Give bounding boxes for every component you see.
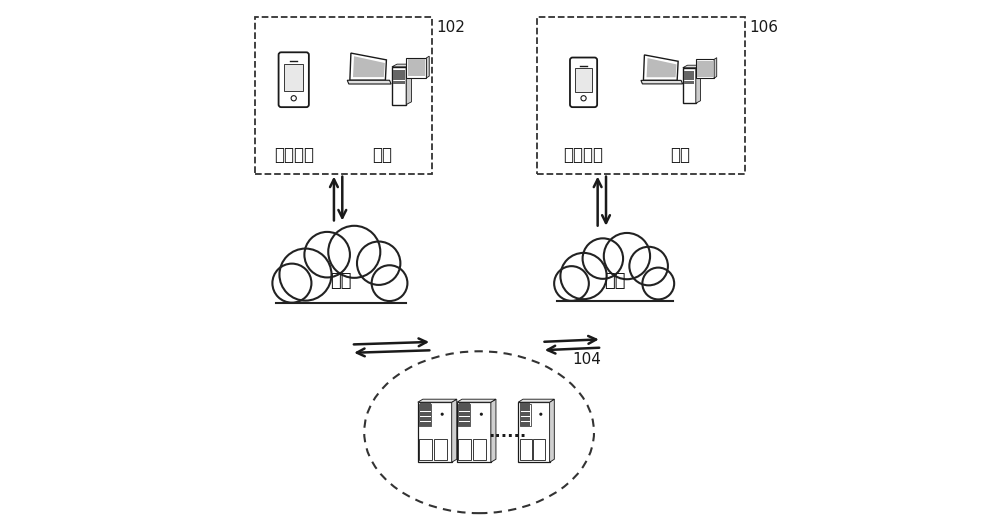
Bar xyxy=(406,58,426,78)
Bar xyxy=(276,280,406,306)
Text: 电脑: 电脑 xyxy=(372,146,392,164)
Bar xyxy=(284,64,303,91)
Circle shape xyxy=(539,413,542,416)
Ellipse shape xyxy=(364,351,594,513)
Polygon shape xyxy=(353,56,385,77)
Polygon shape xyxy=(518,399,554,402)
Polygon shape xyxy=(452,399,457,462)
Bar xyxy=(518,402,550,462)
Polygon shape xyxy=(643,55,678,80)
Text: 106: 106 xyxy=(750,19,779,35)
Bar xyxy=(434,438,447,460)
Text: ......: ...... xyxy=(489,423,527,441)
Polygon shape xyxy=(426,56,429,78)
Polygon shape xyxy=(350,53,386,80)
Bar xyxy=(697,61,713,77)
Polygon shape xyxy=(347,80,391,84)
Circle shape xyxy=(279,248,332,301)
Polygon shape xyxy=(550,399,554,462)
FancyBboxPatch shape xyxy=(279,52,309,107)
Text: 104: 104 xyxy=(572,352,601,367)
Polygon shape xyxy=(696,65,701,103)
Circle shape xyxy=(642,268,674,299)
Circle shape xyxy=(372,265,407,301)
Circle shape xyxy=(291,96,296,101)
Bar xyxy=(419,438,432,460)
Bar xyxy=(457,402,491,462)
Text: 网络: 网络 xyxy=(604,272,626,290)
Circle shape xyxy=(480,413,483,416)
Bar xyxy=(520,404,531,426)
Circle shape xyxy=(357,242,400,285)
Text: 移动终端: 移动终端 xyxy=(564,146,604,164)
Polygon shape xyxy=(683,65,701,68)
Bar xyxy=(557,281,673,303)
Bar xyxy=(696,59,714,78)
Circle shape xyxy=(554,266,589,301)
Bar xyxy=(533,438,545,460)
Bar xyxy=(458,404,470,426)
Polygon shape xyxy=(406,64,411,104)
Bar xyxy=(458,438,471,460)
Polygon shape xyxy=(418,399,457,402)
Bar xyxy=(520,438,532,460)
Polygon shape xyxy=(641,80,683,84)
Circle shape xyxy=(328,226,380,278)
FancyBboxPatch shape xyxy=(570,58,597,107)
Text: 移动终端: 移动终端 xyxy=(274,146,314,164)
Bar xyxy=(419,404,431,426)
Polygon shape xyxy=(392,64,411,67)
Bar xyxy=(473,438,486,460)
Circle shape xyxy=(441,413,444,416)
Circle shape xyxy=(604,233,650,279)
Circle shape xyxy=(304,232,350,277)
Text: 102: 102 xyxy=(436,19,465,35)
Polygon shape xyxy=(457,399,496,402)
Bar xyxy=(418,402,452,462)
Text: 网络: 网络 xyxy=(330,272,351,290)
Bar xyxy=(392,67,406,104)
Polygon shape xyxy=(491,399,496,462)
Bar xyxy=(575,68,592,92)
Bar xyxy=(255,17,432,174)
Circle shape xyxy=(629,247,668,286)
Polygon shape xyxy=(714,58,717,78)
Bar xyxy=(408,59,425,76)
Bar xyxy=(683,68,696,103)
Circle shape xyxy=(583,238,623,279)
Circle shape xyxy=(581,96,586,101)
Circle shape xyxy=(560,253,607,299)
Circle shape xyxy=(272,264,311,303)
Text: 电脑: 电脑 xyxy=(670,146,690,164)
Bar xyxy=(537,17,745,174)
Polygon shape xyxy=(647,58,677,77)
